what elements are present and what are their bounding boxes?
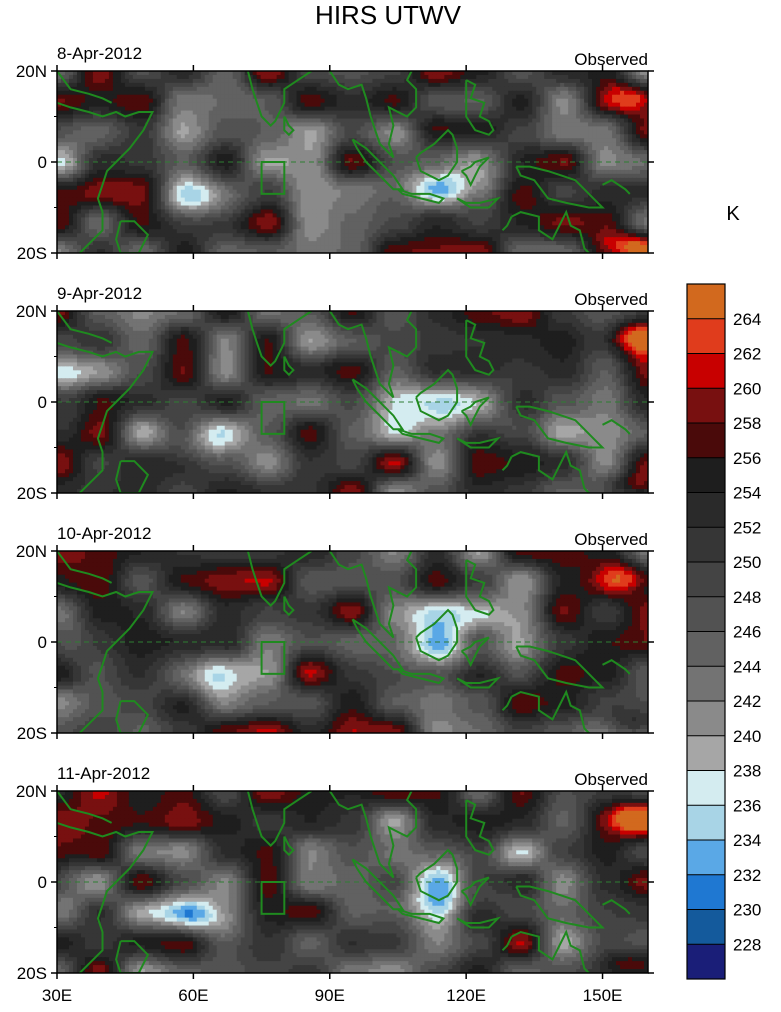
colorbar-swatch bbox=[687, 909, 725, 945]
lon-tick-label: 150E bbox=[583, 986, 623, 1005]
panel-2: 9-Apr-2012 Observed 20N 0 20S bbox=[16, 284, 654, 503]
colorbar-level-label: 248 bbox=[733, 588, 761, 607]
panel-field bbox=[57, 551, 648, 733]
lon-tick-label: 60E bbox=[178, 986, 208, 1005]
colorbar-swatch bbox=[687, 735, 725, 771]
panel-field bbox=[57, 71, 648, 253]
coastlines bbox=[57, 551, 631, 733]
colorbar-level-label: 252 bbox=[733, 518, 761, 537]
colorbar-level-label: 256 bbox=[733, 449, 761, 468]
colorbar-level-label: 244 bbox=[733, 657, 761, 676]
colorbar-swatch bbox=[687, 388, 725, 424]
panel-label: Observed bbox=[574, 530, 648, 549]
colorbar-level-label: 242 bbox=[733, 692, 761, 711]
colorbar-swatch bbox=[687, 805, 725, 841]
coastlines bbox=[57, 71, 631, 253]
figure-title: HIRS UTWV bbox=[315, 0, 462, 30]
colorbar-level-label: 262 bbox=[733, 345, 761, 364]
panel-1: 8-Apr-2012 Observed 20N 0 20S bbox=[16, 44, 654, 263]
colorbar-level-label: 232 bbox=[733, 866, 761, 885]
colorbar-swatch bbox=[687, 666, 725, 702]
lat-tick-label: 0 bbox=[38, 153, 47, 172]
colorbar-swatch bbox=[687, 840, 725, 876]
panel-field bbox=[57, 311, 648, 493]
panel-date: 10-Apr-2012 bbox=[57, 524, 152, 543]
colorbar-level-label: 258 bbox=[733, 414, 761, 433]
panel-date: 8-Apr-2012 bbox=[57, 44, 142, 63]
colorbar-level-label: 236 bbox=[733, 796, 761, 815]
lat-tick-label: 20N bbox=[16, 782, 47, 801]
panel-label: Observed bbox=[574, 290, 648, 309]
colorbar-swatch bbox=[687, 318, 725, 354]
lat-tick-label: 20S bbox=[17, 244, 47, 263]
lat-tick-label: 0 bbox=[38, 873, 47, 892]
colorbar-level-label: 246 bbox=[733, 623, 761, 642]
lon-tick-label: 30E bbox=[42, 986, 72, 1005]
colorbar-level-label: 230 bbox=[733, 901, 761, 920]
lon-tick-label: 90E bbox=[315, 986, 345, 1005]
lat-tick-label: 0 bbox=[38, 393, 47, 412]
colorbar-units: K bbox=[726, 203, 740, 225]
box-region bbox=[260, 401, 286, 435]
colorbar-swatch bbox=[687, 701, 725, 737]
lat-tick-label: 20S bbox=[17, 964, 47, 983]
colorbar-swatch bbox=[687, 562, 725, 598]
panels: 8-Apr-2012 Observed 20N 0 20S 9-Apr-2012 Obser… bbox=[16, 44, 654, 1005]
panel-date: 9-Apr-2012 bbox=[57, 284, 142, 303]
colorbar-swatch bbox=[687, 770, 725, 806]
colorbar-level-label: 260 bbox=[733, 379, 761, 398]
panel-date: 11-Apr-2012 bbox=[57, 764, 150, 783]
box-region bbox=[260, 881, 286, 915]
colorbar-swatch bbox=[687, 596, 725, 632]
colorbar-level-label: 264 bbox=[733, 310, 761, 329]
colorbar-swatch bbox=[687, 423, 725, 459]
colorbar-level-label: 240 bbox=[733, 727, 761, 746]
panel-label: Observed bbox=[574, 50, 648, 69]
lat-tick-label: 20N bbox=[16, 542, 47, 561]
colorbar-swatch bbox=[687, 353, 725, 389]
colorbar-level-label: 238 bbox=[733, 762, 761, 781]
panel-3: 10-Apr-2012 Observed 20N 0 20S bbox=[16, 524, 654, 743]
colorbar-level-label: 250 bbox=[733, 553, 761, 572]
colorbar-swatch bbox=[687, 631, 725, 667]
colorbar-level-label: 228 bbox=[733, 935, 761, 954]
lat-tick-label: 0 bbox=[38, 633, 47, 652]
colorbar: 264 262 260 258 256 254 252 250 248 246 244 242 240 2… bbox=[686, 283, 761, 980]
panel-label: Observed bbox=[574, 770, 648, 789]
lat-tick-label: 20N bbox=[16, 62, 47, 81]
box-region bbox=[260, 161, 286, 195]
coastlines bbox=[57, 311, 631, 493]
lat-tick-label: 20S bbox=[17, 724, 47, 743]
lat-tick-label: 20N bbox=[16, 302, 47, 321]
colorbar-swatch bbox=[687, 527, 725, 563]
coastlines bbox=[57, 791, 631, 973]
colorbar-swatch bbox=[687, 874, 725, 910]
colorbar-swatch bbox=[687, 457, 725, 493]
lon-tick-label: 120E bbox=[446, 986, 486, 1005]
colorbar-swatch bbox=[687, 944, 725, 980]
colorbar-level-label: 254 bbox=[733, 484, 761, 503]
colorbar-swatch bbox=[687, 492, 725, 528]
colorbar-swatch bbox=[687, 284, 725, 320]
colorbar-frame bbox=[686, 283, 726, 980]
box-region bbox=[260, 641, 286, 675]
panel-4: 11-Apr-2012 Observed 20N 0 20S bbox=[16, 764, 654, 983]
lat-tick-label: 20S bbox=[17, 484, 47, 503]
colorbar-level-label: 234 bbox=[733, 831, 761, 850]
